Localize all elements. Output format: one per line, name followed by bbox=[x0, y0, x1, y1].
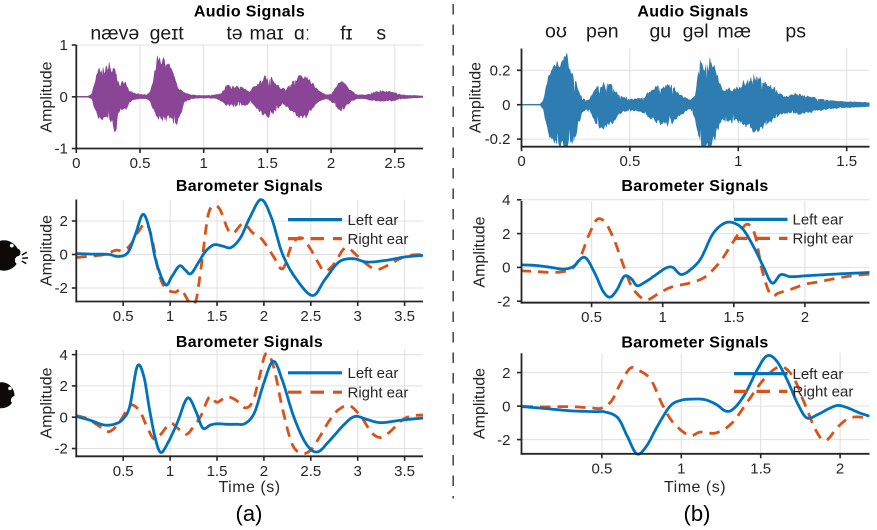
svg-text:2: 2 bbox=[502, 226, 510, 243]
svg-text:0: 0 bbox=[59, 89, 67, 106]
svg-text:Audio Signals: Audio Signals bbox=[194, 4, 305, 21]
svg-text:1: 1 bbox=[734, 153, 742, 170]
svg-text:Left ear: Left ear bbox=[348, 365, 399, 382]
svg-text:1.5: 1.5 bbox=[836, 153, 857, 170]
svg-text:0: 0 bbox=[502, 260, 510, 277]
svg-text:(b): (b) bbox=[684, 501, 711, 526]
svg-text:2: 2 bbox=[260, 308, 268, 325]
svg-text:Right ear: Right ear bbox=[348, 231, 409, 248]
svg-text:Right ear: Right ear bbox=[348, 385, 409, 402]
svg-text:0.5: 0.5 bbox=[113, 463, 134, 480]
svg-text:1.5: 1.5 bbox=[257, 155, 278, 172]
svg-text:1.5: 1.5 bbox=[207, 308, 228, 325]
svg-text:Right ear: Right ear bbox=[793, 231, 854, 248]
svg-text:(a): (a) bbox=[236, 501, 263, 526]
svg-text:0: 0 bbox=[502, 97, 510, 114]
svg-text:Amplitude: Amplitude bbox=[472, 368, 489, 439]
svg-text:1.5: 1.5 bbox=[723, 309, 744, 326]
svg-text:Barometer Signals: Barometer Signals bbox=[176, 334, 323, 351]
svg-text:0: 0 bbox=[59, 247, 67, 264]
svg-text:Amplitude: Amplitude bbox=[472, 216, 489, 287]
svg-text:Barometer Signals: Barometer Signals bbox=[621, 178, 768, 195]
svg-text:Amplitude: Amplitude bbox=[39, 367, 56, 438]
svg-text:Amplitude: Amplitude bbox=[468, 62, 485, 133]
svg-text:2: 2 bbox=[502, 365, 510, 382]
svg-text:tə: tə bbox=[226, 23, 242, 45]
svg-text:s: s bbox=[376, 23, 386, 45]
svg-text:1.5: 1.5 bbox=[750, 460, 771, 477]
svg-text:3.5: 3.5 bbox=[394, 463, 415, 480]
svg-text:Time (s): Time (s) bbox=[664, 479, 726, 496]
svg-text:2.5: 2.5 bbox=[384, 155, 405, 172]
svg-text:ɑː: ɑː bbox=[294, 23, 310, 45]
svg-text:Barometer Signals: Barometer Signals bbox=[176, 178, 323, 195]
svg-text:2: 2 bbox=[327, 155, 335, 172]
svg-text:Audio Signals: Audio Signals bbox=[637, 4, 748, 21]
svg-text:2.5: 2.5 bbox=[300, 308, 321, 325]
svg-text:0: 0 bbox=[502, 398, 510, 415]
svg-text:2: 2 bbox=[59, 378, 67, 395]
svg-text:-2: -2 bbox=[497, 432, 510, 449]
svg-text:Amplitude: Amplitude bbox=[39, 61, 56, 132]
svg-text:3: 3 bbox=[354, 308, 362, 325]
svg-text:0: 0 bbox=[59, 409, 67, 426]
svg-text:0: 0 bbox=[517, 153, 525, 170]
svg-text:ps: ps bbox=[785, 21, 806, 43]
svg-text:Left ear: Left ear bbox=[793, 212, 844, 229]
svg-text:Left ear: Left ear bbox=[793, 366, 844, 383]
svg-text:Right ear: Right ear bbox=[793, 384, 854, 401]
svg-text:-2: -2 bbox=[54, 280, 67, 297]
svg-text:1.5: 1.5 bbox=[207, 463, 228, 480]
svg-text:ɡəl: ɡəl bbox=[683, 21, 709, 43]
svg-text:2: 2 bbox=[836, 460, 844, 477]
svg-text:maɪ: maɪ bbox=[249, 23, 283, 45]
svg-text:pən: pən bbox=[586, 21, 619, 43]
svg-text:4: 4 bbox=[502, 192, 510, 209]
svg-text:mæ: mæ bbox=[718, 21, 752, 43]
svg-text:0.5: 0.5 bbox=[130, 155, 151, 172]
svg-text:1: 1 bbox=[166, 308, 174, 325]
svg-text:Barometer Signals: Barometer Signals bbox=[621, 335, 768, 352]
svg-text:4: 4 bbox=[59, 347, 67, 364]
svg-text:0.2: 0.2 bbox=[490, 63, 511, 80]
svg-text:Left ear: Left ear bbox=[348, 212, 399, 229]
svg-text:1: 1 bbox=[166, 463, 174, 480]
svg-text:-2: -2 bbox=[54, 441, 67, 458]
svg-text:-0.2: -0.2 bbox=[485, 131, 511, 148]
svg-text:ɡeɪt: ɡeɪt bbox=[150, 23, 185, 45]
svg-text:0.5: 0.5 bbox=[113, 308, 134, 325]
svg-text:0.5: 0.5 bbox=[619, 153, 640, 170]
svg-text:0.5: 0.5 bbox=[581, 309, 602, 326]
svg-text:Time (s): Time (s) bbox=[218, 479, 280, 496]
svg-text:2: 2 bbox=[59, 213, 67, 230]
svg-text:1: 1 bbox=[200, 155, 208, 172]
svg-text:1: 1 bbox=[59, 37, 67, 54]
svg-text:3: 3 bbox=[354, 463, 362, 480]
svg-text:-2: -2 bbox=[497, 293, 510, 310]
svg-text:2: 2 bbox=[260, 463, 268, 480]
svg-text:1: 1 bbox=[659, 309, 667, 326]
svg-text:2.5: 2.5 bbox=[300, 463, 321, 480]
svg-text:ɡu: ɡu bbox=[649, 21, 671, 43]
svg-text:0.5: 0.5 bbox=[591, 460, 612, 477]
svg-text:1: 1 bbox=[677, 460, 685, 477]
svg-text:oʊ: oʊ bbox=[545, 21, 567, 43]
svg-text:nævə: nævə bbox=[90, 23, 139, 45]
svg-text:-1: -1 bbox=[54, 141, 67, 158]
svg-text:fɪ: fɪ bbox=[340, 23, 352, 45]
svg-text:Amplitude: Amplitude bbox=[39, 215, 56, 286]
svg-text:0: 0 bbox=[72, 155, 80, 172]
svg-text:2: 2 bbox=[801, 309, 809, 326]
svg-text:3.5: 3.5 bbox=[394, 308, 415, 325]
